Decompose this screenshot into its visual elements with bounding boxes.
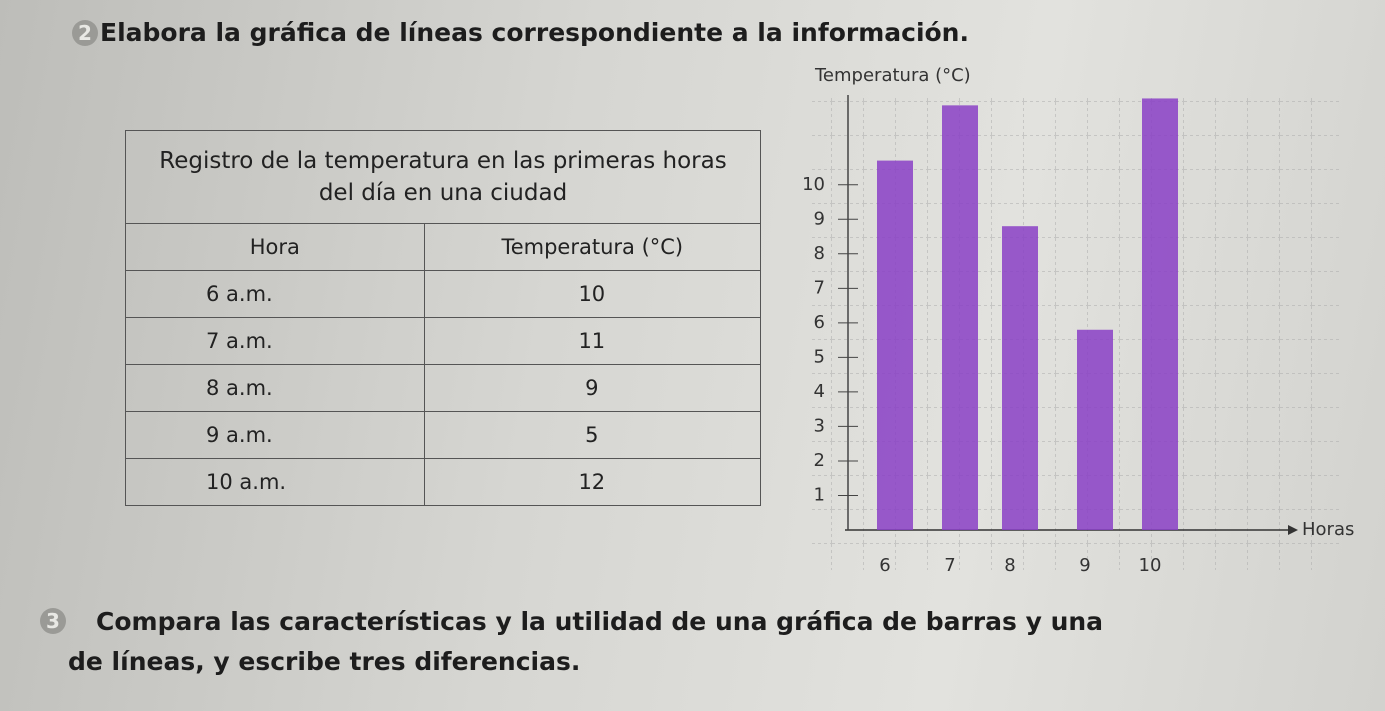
x-tick-label: 6	[879, 555, 890, 576]
y-tick-label: 6	[814, 312, 825, 333]
y-tick-label: 4	[814, 381, 825, 402]
table-cell: 9 a.m.	[125, 411, 425, 459]
table-cell: 12	[423, 458, 762, 506]
y-tick-label: 10	[802, 174, 825, 195]
table-cell: 10 a.m.	[125, 458, 425, 506]
y-tick-label: 1	[814, 484, 825, 505]
table-row: 7 a.m. 11	[125, 317, 762, 365]
table-cell: 8 a.m.	[125, 364, 425, 412]
header-row: Hora Temperatura (°C)	[125, 223, 762, 271]
table-title: Registro de la temperatura en las primer…	[125, 130, 761, 224]
table-cell: 11	[423, 317, 762, 365]
question: Compara las características y la utilida…	[68, 607, 1104, 676]
bar	[942, 105, 978, 530]
bar	[877, 160, 913, 530]
y-axis-label: Temperatura (°C)	[814, 65, 971, 86]
x-tick-label: 10	[1139, 555, 1162, 576]
x-tick-label: 8	[1004, 555, 1015, 576]
y-tick-label: 7	[814, 277, 825, 298]
instruction: Elabora la gráfica de líneas correspondi…	[100, 18, 969, 47]
column-header: Hora	[125, 223, 425, 271]
title-row: Registro de la temperatura en las primer…	[125, 130, 761, 224]
y-tick-label: 8	[814, 243, 825, 264]
bar	[1077, 329, 1113, 530]
bar	[1002, 226, 1038, 530]
arrow	[1288, 525, 1298, 535]
bar	[1142, 98, 1178, 530]
y-tick-label: 5	[814, 346, 825, 367]
x-tick-label: 9	[1079, 555, 1090, 576]
table-cell: 7 a.m.	[125, 317, 425, 365]
y-tick-label: 9	[814, 208, 825, 229]
y-tick-label: 2	[814, 450, 825, 471]
x-axis-label: Horas	[1302, 519, 1354, 540]
item-number: 2	[72, 20, 98, 46]
item-number: 3	[40, 608, 66, 634]
x-tick-label: 7	[944, 555, 955, 576]
table: Registro de la temperatura en las primer…	[125, 130, 762, 506]
table-row: 10 a.m. 12	[125, 458, 762, 506]
y-tick-label: 3	[814, 415, 825, 436]
